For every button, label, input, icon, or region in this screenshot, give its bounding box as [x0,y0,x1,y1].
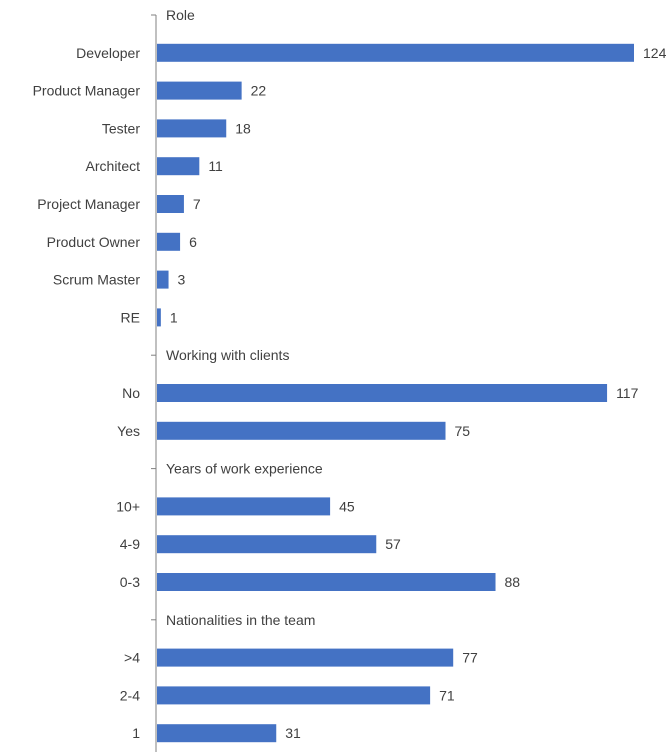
bar [157,195,184,213]
value-label: 31 [285,725,301,741]
bar [157,497,331,516]
category-label: RE [121,309,140,325]
value-label: 7 [193,196,201,212]
category-label: 4-9 [120,536,140,552]
category-label: 0-3 [120,574,140,590]
value-label: 75 [455,423,471,439]
bar [157,81,242,100]
value-label: 45 [339,498,355,514]
bar [157,648,454,667]
bar [157,157,200,176]
value-label: 3 [178,272,186,288]
category-label: 10+ [116,498,140,514]
category-label: Architect [86,158,141,174]
value-label: 6 [189,234,197,250]
group-label: Nationalities in the team [166,612,315,628]
bar [157,421,446,440]
value-label: 88 [505,574,521,590]
bar [157,573,496,591]
value-label: 57 [385,536,401,552]
value-label: 1 [170,309,178,325]
value-label: 11 [208,158,223,174]
category-label: Yes [117,423,140,439]
category-label: Developer [76,45,140,61]
value-label: 77 [462,650,478,666]
bar [157,686,431,705]
bar [157,119,227,138]
bar [157,724,277,743]
category-label: Project Manager [37,196,140,212]
category-label: No [122,385,140,401]
group-label: Years of work experience [166,461,323,477]
bar [157,232,181,251]
category-label: Product Manager [33,83,141,99]
category-label: Product Owner [47,234,141,250]
group-label: Role [166,7,195,23]
group-label: Working with clients [166,347,289,363]
bar [157,384,608,402]
bar [157,535,377,554]
value-label: 22 [251,83,267,99]
category-label: Tester [102,120,140,136]
value-label: 18 [235,120,251,136]
category-label: 1 [132,725,140,741]
value-label: 124 [643,45,667,61]
bar [157,270,169,289]
value-label: 117 [616,385,639,401]
category-label: 2-4 [120,687,140,703]
category-label: >4 [124,650,140,666]
category-label: Scrum Master [53,272,140,288]
bar [157,43,634,62]
value-label: 71 [439,687,455,703]
bar [157,308,161,327]
